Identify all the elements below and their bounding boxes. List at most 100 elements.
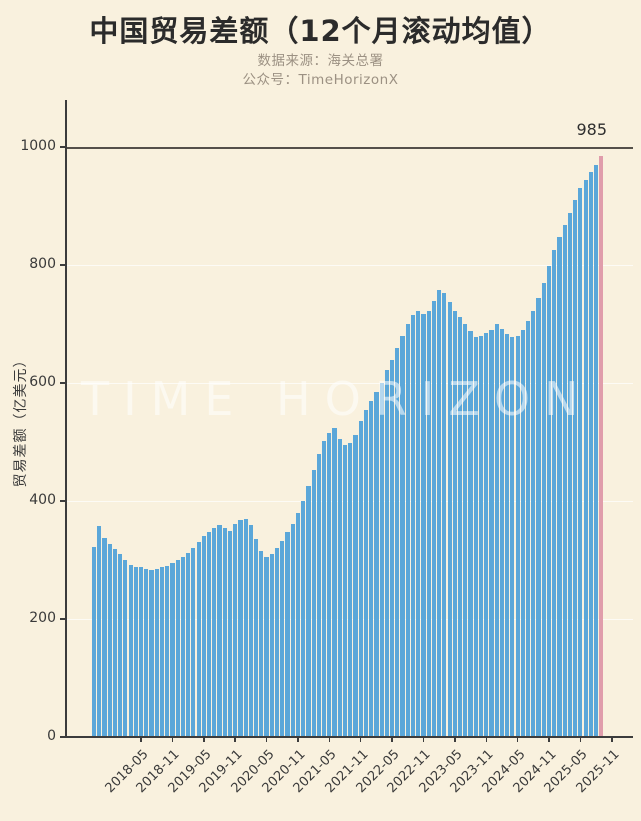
bar-2023-03 [442, 293, 447, 737]
bar-2019-03 [191, 548, 196, 737]
ytick-label-400: 400 [29, 492, 56, 509]
data-source-subtitle: 数据来源：海关总署 [257, 53, 384, 69]
bar-2019-06 [206, 531, 212, 737]
bar-2021-06 [332, 427, 337, 737]
plot-area: TIME HORIZON 985 [64, 100, 633, 738]
ytick-mark-1000 [60, 146, 65, 148]
bar-2022-01 [369, 400, 374, 737]
bar-2017-11 [107, 543, 112, 737]
bar-2024-07 [525, 321, 531, 737]
bar-2024-03 [505, 334, 510, 737]
bar-2022-03 [379, 383, 384, 737]
xtick-mark-2024-05 [516, 738, 519, 742]
ytick-mark-800 [60, 264, 65, 266]
gridline-800 [66, 265, 633, 267]
bar-2018-11 [170, 563, 175, 737]
bar-2018-07 [149, 570, 154, 737]
bar-2022-12 [426, 311, 431, 737]
bar-2017-08 [91, 547, 97, 737]
bar-2025-05 [578, 188, 583, 737]
bar-2021-11 [358, 421, 363, 737]
bar-2024-01 [494, 324, 499, 737]
bar-2018-02 [123, 560, 128, 737]
bar-2019-07 [212, 527, 217, 737]
bar-2023-01 [431, 300, 437, 737]
bar-2020-09 [285, 532, 290, 737]
xtick-mark-2018-05 [140, 738, 142, 742]
reference-line [66, 147, 633, 150]
xtick-mark-2019-05 [203, 738, 205, 742]
y-axis-title: 贸易差额（亿美元） [13, 352, 29, 488]
bar-2018-04 [133, 567, 138, 737]
ytick-label-0: 0 [47, 728, 56, 744]
bar-2019-01 [180, 557, 185, 737]
bar-2020-04 [259, 551, 264, 737]
bar-2020-10 [290, 523, 295, 737]
bar-2023-08 [468, 331, 473, 737]
bar-2022-10 [416, 311, 421, 737]
bar-2019-05 [201, 536, 206, 737]
ytick-mark-400 [60, 500, 65, 502]
bar-2024-11 [546, 266, 552, 737]
ytick-mark-0 [60, 736, 65, 738]
bar-2021-12 [363, 409, 369, 737]
bar-2019-11 [233, 523, 238, 737]
bar-2017-12 [112, 549, 117, 737]
xtick-mark-2021-11 [359, 738, 362, 742]
bar-2021-03 [316, 453, 321, 737]
xtick-mark-2025-11 [611, 738, 613, 742]
bar-2019-02 [186, 552, 191, 737]
xtick-mark-2020-05 [265, 738, 268, 742]
bar-2019-09 [222, 527, 227, 737]
bar-2025-04 [573, 200, 578, 737]
bar-2024-09 [536, 297, 541, 737]
bar-2020-12 [301, 501, 306, 737]
bar-2023-04 [447, 301, 452, 737]
bar-2020-02 [248, 524, 253, 737]
bar-2023-06 [458, 317, 463, 737]
bar-2018-09 [159, 567, 165, 737]
bar-2019-04 [196, 542, 201, 737]
bar-2023-11 [484, 332, 489, 737]
bar-2025-08 [593, 164, 599, 737]
bar-2022-06 [395, 347, 400, 737]
bar-2022-07 [400, 335, 405, 737]
x-axis-spine [64, 736, 633, 738]
bar-2024-12 [552, 250, 557, 737]
ytick-mark-200 [60, 618, 65, 620]
bar-2021-07 [337, 439, 342, 737]
bar-2023-05 [452, 311, 457, 737]
gridline-600 [66, 383, 633, 385]
bar-2018-01 [118, 554, 123, 737]
bar-2020-05 [264, 557, 269, 737]
bar-2018-12 [175, 560, 180, 737]
xtick-mark-2024-11 [548, 738, 550, 742]
bar-2025-02 [562, 225, 567, 737]
ytick-label-800: 800 [29, 256, 56, 273]
bar-2021-04 [322, 440, 327, 737]
bar-2018-03 [128, 564, 133, 737]
bar-2021-10 [353, 435, 358, 737]
bar-2021-09 [348, 443, 353, 737]
xtick-mark-2023-05 [454, 738, 456, 742]
bar-2022-08 [405, 324, 410, 737]
ytick-label-1000: 1000 [20, 138, 56, 155]
bar-2023-07 [463, 324, 468, 737]
bar-2023-02 [437, 289, 442, 737]
bar-2024-05 [515, 335, 520, 737]
bar-2025-09 [599, 156, 604, 737]
bar-2017-09 [97, 525, 102, 737]
xtick-mark-2022-05 [391, 738, 393, 742]
bar-2023-09 [473, 337, 478, 737]
bar-2020-11 [295, 512, 301, 737]
bar-2024-08 [531, 311, 536, 737]
bar-2024-04 [510, 337, 515, 737]
last-value-annotation: 985 [576, 120, 607, 139]
bar-2019-08 [217, 524, 222, 737]
bar-2018-10 [165, 565, 170, 737]
page: 中国贸易差额（12个月滚动均值） 数据来源：海关总署 公众号：TimeHoriz… [13, 14, 633, 796]
xtick-mark-2019-11 [234, 738, 236, 742]
bar-2021-02 [311, 470, 316, 737]
bar-2020-07 [274, 548, 280, 737]
bar-2025-01 [557, 236, 562, 737]
